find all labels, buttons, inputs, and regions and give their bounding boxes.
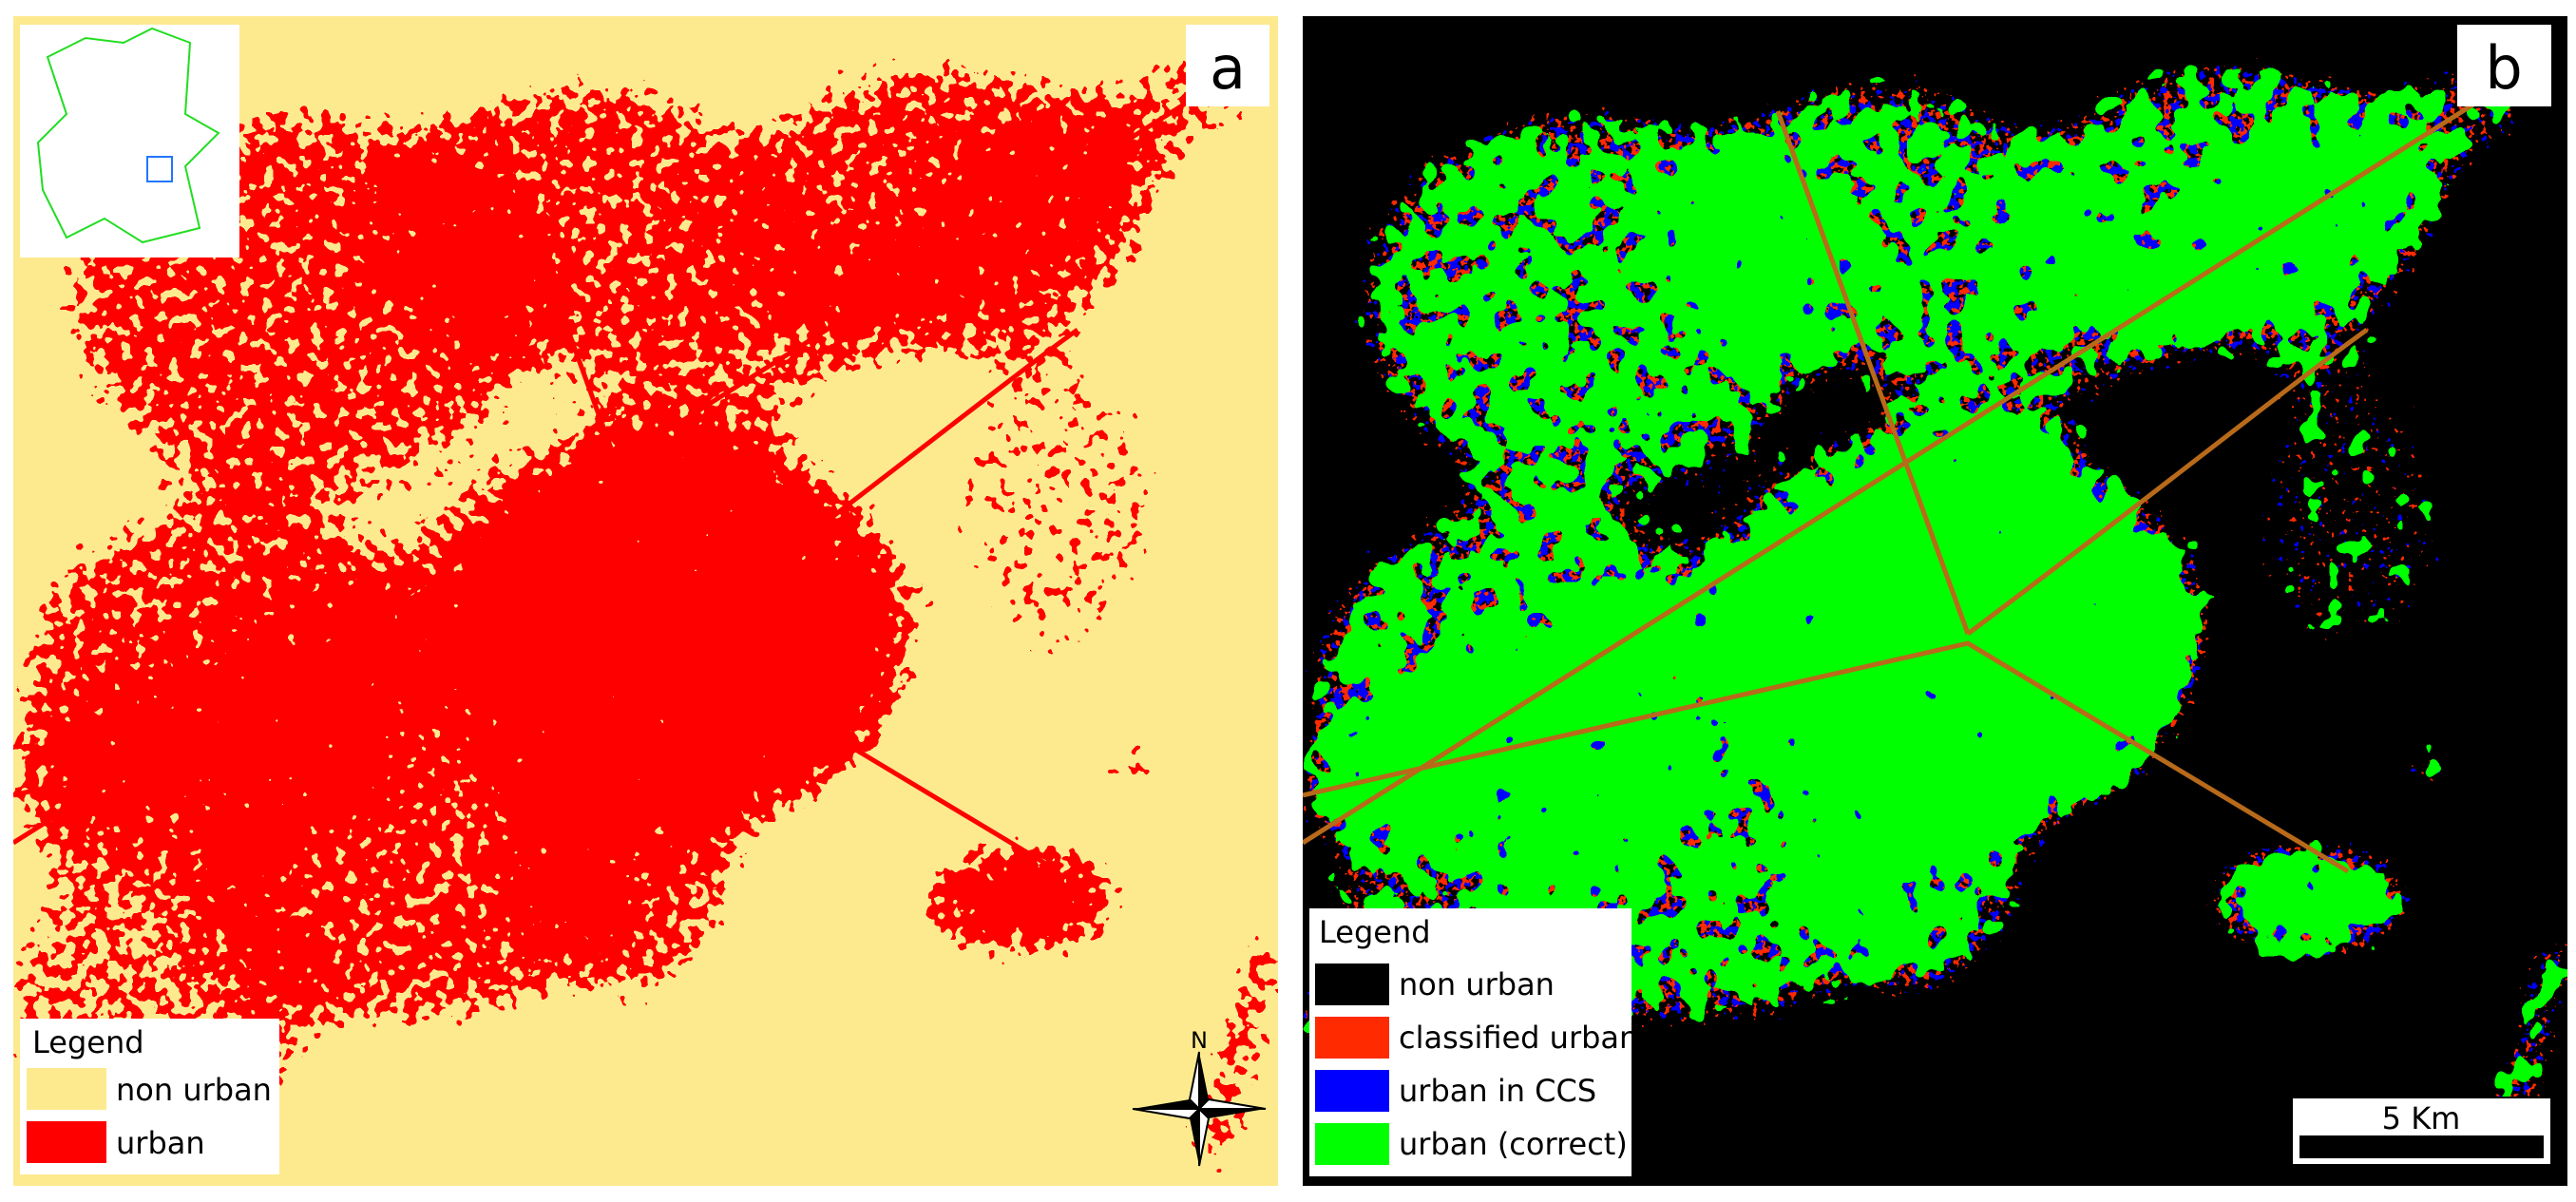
inset-outline [36, 27, 220, 244]
legend-b: Legend non urban classified urban urban … [1309, 908, 1638, 1176]
north-label: N [1191, 1027, 1208, 1054]
legend-label: urban [116, 1125, 205, 1161]
north-arrow: N [1132, 1027, 1267, 1167]
legend-swatch [1315, 1123, 1389, 1165]
legend-title: Legend [1319, 914, 1431, 950]
scale-label: 5 Km [2382, 1100, 2461, 1136]
legend-a: Legend non urban urban [20, 1019, 279, 1174]
legend-swatch [27, 1068, 106, 1110]
legend-label: non urban [116, 1072, 272, 1108]
inset-map [20, 25, 239, 258]
legend-label: urban in CCS [1399, 1073, 1596, 1109]
legend-label: urban (correct) [1399, 1126, 1628, 1162]
panel-label: a [1210, 33, 1246, 103]
legend-label: classified urban [1399, 1020, 1638, 1056]
legend-title: Legend [32, 1024, 144, 1060]
legend-swatch [1315, 1070, 1389, 1112]
legend-label: non urban [1399, 966, 1555, 1002]
panel-label-box [1186, 25, 1269, 106]
legend-swatch [27, 1121, 106, 1163]
scale-bar: 5 Km [2291, 1097, 2552, 1166]
legend-swatch [1315, 964, 1389, 1005]
panel-label: b [2485, 33, 2522, 103]
inset-box [146, 156, 173, 182]
legend-swatch [1315, 1017, 1389, 1059]
panel-label-box [2457, 25, 2551, 106]
